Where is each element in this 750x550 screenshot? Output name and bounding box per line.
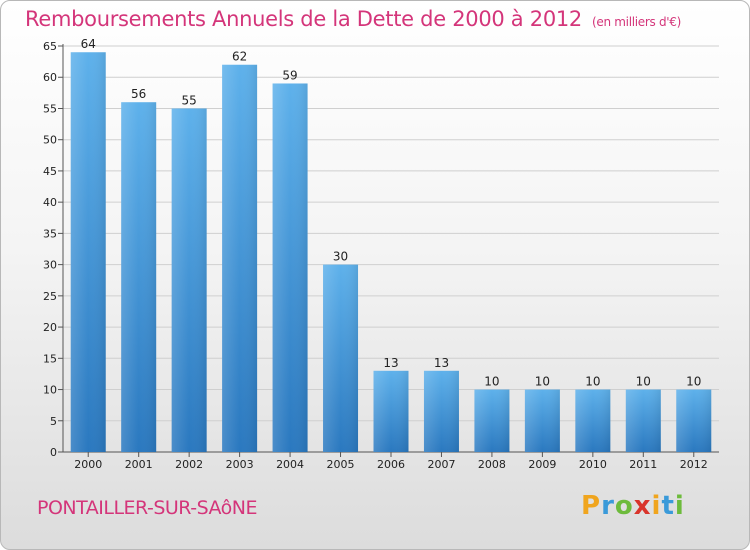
x-tick-label: 2001 xyxy=(125,458,153,471)
bar-shade xyxy=(373,370,409,452)
x-tick-label: 2006 xyxy=(377,458,405,471)
bar-value-label: 13 xyxy=(434,356,449,370)
bar-shade xyxy=(323,264,359,452)
y-tick-label: 60 xyxy=(43,71,57,84)
y-tick-label: 10 xyxy=(43,384,57,397)
logo-letter: i xyxy=(651,491,662,521)
bar-value-label: 62 xyxy=(232,50,247,64)
chart-subtitle: (en milliers d'€) xyxy=(592,15,682,29)
chart-title: Remboursements Annuels de la Dette de 20… xyxy=(25,7,681,31)
bar-shade xyxy=(272,83,308,452)
bar-value-label: 10 xyxy=(686,375,701,389)
y-tick-label: 40 xyxy=(43,196,57,209)
bar-shade xyxy=(222,64,258,452)
x-tick-label: 2007 xyxy=(427,458,455,471)
bars xyxy=(70,52,712,452)
axes: 0 5 10 15 20 25 30 35 40 45 50 55 60 65 2000 2001 2002 20… xyxy=(43,40,719,471)
x-tick-label: 2010 xyxy=(579,458,607,471)
y-tick-label: 25 xyxy=(43,290,57,303)
x-tick-label: 2008 xyxy=(478,458,506,471)
y-tick-label: 30 xyxy=(43,259,57,272)
y-tick-label: 55 xyxy=(43,102,57,115)
x-tick-label: 2002 xyxy=(175,458,203,471)
x-tick-label: 2003 xyxy=(226,458,254,471)
bar-shade xyxy=(423,370,459,452)
bar-value-label: 56 xyxy=(131,87,146,101)
x-tick-label: 2005 xyxy=(327,458,355,471)
bar-shade xyxy=(625,389,661,452)
logo-letter: i xyxy=(674,491,685,521)
bar-value-label: 59 xyxy=(282,68,297,82)
x-tick-label: 2004 xyxy=(276,458,304,471)
x-tick-label: 2009 xyxy=(528,458,556,471)
commune-name: PONTAILLER-SUR-SAôNE xyxy=(37,497,258,519)
y-tick-label: 20 xyxy=(43,321,57,334)
bar-shade xyxy=(676,389,712,452)
bar-value-label: 64 xyxy=(81,37,96,51)
bar-shade xyxy=(70,52,106,452)
x-tick-label: 2000 xyxy=(74,458,102,471)
bar-shade xyxy=(121,102,157,452)
y-tick-label: 0 xyxy=(50,446,57,459)
logo-letter: x xyxy=(633,491,652,521)
bar-shade xyxy=(524,389,560,452)
bar-shade xyxy=(575,389,611,452)
x-tick-label: 2012 xyxy=(680,458,708,471)
y-tick-label: 5 xyxy=(50,415,57,428)
bar-value-label: 10 xyxy=(585,375,600,389)
bar-value-label: 55 xyxy=(182,93,197,107)
proxiti-logo: Proxiti xyxy=(581,491,685,521)
y-tick-label: 15 xyxy=(43,352,57,365)
bar-shade xyxy=(474,389,510,452)
x-tick-label: 2011 xyxy=(629,458,657,471)
chart-title-text: Remboursements Annuels de la Dette de 20… xyxy=(25,7,582,31)
data-labels: 64 56 55 62 59 30 13 13 10 10 10 10 10 xyxy=(81,37,702,388)
y-tick-label: 45 xyxy=(43,165,57,178)
logo-letter: P xyxy=(581,491,602,521)
bar-value-label: 13 xyxy=(383,356,398,370)
y-tick-label: 35 xyxy=(43,227,57,240)
y-tick-label: 65 xyxy=(43,40,57,53)
bar-value-label: 10 xyxy=(636,375,651,389)
bar-value-label: 30 xyxy=(333,250,348,264)
bar-shade xyxy=(171,108,207,452)
bar-value-label: 10 xyxy=(535,375,550,389)
y-tick-label: 50 xyxy=(43,134,57,147)
bar-value-label: 10 xyxy=(484,375,499,389)
logo-letter: t xyxy=(661,491,675,521)
logo-letter: o xyxy=(614,491,634,521)
logo-letter: r xyxy=(601,491,615,521)
